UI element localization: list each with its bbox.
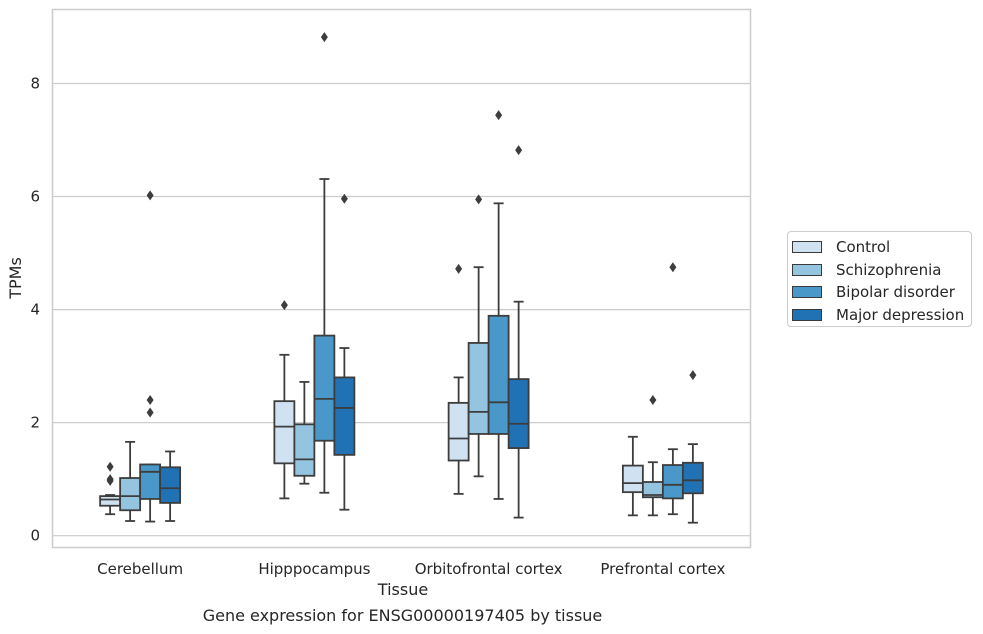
box xyxy=(273,400,296,465)
legend-swatch xyxy=(792,241,822,254)
box xyxy=(313,334,336,442)
outlier-point xyxy=(475,194,483,205)
box-group xyxy=(159,450,182,522)
legend: Control Schizophrenia Bipolar disorder Majo… xyxy=(787,231,972,327)
x-tick-labels: Cerebellum Hipppocampus Orbitofrontal cort… xyxy=(97,560,725,578)
outlier-point xyxy=(649,395,657,406)
box-group xyxy=(621,435,644,517)
box-group xyxy=(119,440,142,522)
outlier-point xyxy=(106,475,114,486)
box xyxy=(293,423,316,477)
outlier-point xyxy=(320,32,328,43)
y-tick-label: 8 xyxy=(30,74,40,92)
box xyxy=(159,466,182,504)
chart-caption: Gene expression for ENSG00000197405 by t… xyxy=(202,606,603,625)
legend-item: Schizophrenia xyxy=(792,259,971,282)
box-group xyxy=(313,32,336,494)
box-group xyxy=(273,300,296,500)
box xyxy=(119,477,142,512)
outlier-point xyxy=(455,263,463,274)
box-group xyxy=(139,190,162,523)
x-axis-label: Tissue xyxy=(377,580,428,599)
x-tick-label: Orbitofrontal cortex xyxy=(415,560,563,578)
y-tick-label: 6 xyxy=(30,188,40,206)
outlier-point xyxy=(146,407,154,418)
box xyxy=(447,401,470,462)
box-group xyxy=(99,461,122,516)
outlier-point xyxy=(146,395,154,406)
legend-swatch xyxy=(792,263,822,276)
legend-item: Major depression xyxy=(792,304,971,327)
outlier-point xyxy=(146,190,154,201)
y-tick-label: 2 xyxy=(30,414,40,432)
outlier-point xyxy=(106,461,114,472)
x-tick-label: Hipppocampus xyxy=(258,560,370,578)
x-tick-label: Prefrontal cortex xyxy=(600,560,725,578)
y-tick-label: 4 xyxy=(30,301,40,319)
legend-swatch xyxy=(792,308,822,321)
box xyxy=(139,463,162,500)
box xyxy=(467,342,490,435)
y-tick-labels: 0 2 4 6 8 xyxy=(30,74,40,544)
box-group xyxy=(447,263,470,495)
legend-swatch xyxy=(792,286,822,299)
box-group xyxy=(641,395,664,517)
series-schizophrenia xyxy=(119,194,664,522)
plot-frame xyxy=(51,8,752,549)
box xyxy=(507,378,530,449)
legend-label: Major depression xyxy=(836,305,965,324)
series-bipolar-disorder xyxy=(139,32,684,523)
box xyxy=(99,495,122,507)
series-control xyxy=(99,263,644,517)
outlier-point xyxy=(495,110,503,121)
box xyxy=(681,461,704,495)
box-group xyxy=(507,145,530,519)
outlier-point xyxy=(340,193,348,204)
y-tick-label: 0 xyxy=(30,527,40,545)
legend-label: Bipolar disorder xyxy=(836,283,955,302)
box xyxy=(661,464,684,500)
box-group xyxy=(333,193,356,511)
legend-item: Control xyxy=(792,236,971,259)
outlier-point xyxy=(689,370,697,381)
series-major-depression xyxy=(159,145,704,524)
x-tick-label: Cerebellum xyxy=(97,560,183,578)
box xyxy=(487,314,510,435)
legend-label: Schizophrenia xyxy=(836,260,942,279)
box-group xyxy=(467,194,490,478)
box xyxy=(333,376,356,456)
legend-label: Control xyxy=(836,238,891,257)
box-series xyxy=(99,32,704,524)
outlier-point xyxy=(669,262,677,273)
box xyxy=(621,464,644,494)
outlier-point xyxy=(280,300,288,311)
grid-lines xyxy=(53,82,750,537)
box-group xyxy=(293,381,316,485)
box-group xyxy=(681,370,704,524)
y-axis-label: TPMs xyxy=(6,257,25,300)
legend-item: Bipolar disorder xyxy=(792,281,971,304)
box-group xyxy=(487,110,510,500)
box-group xyxy=(661,262,684,516)
outlier-point xyxy=(515,145,523,156)
